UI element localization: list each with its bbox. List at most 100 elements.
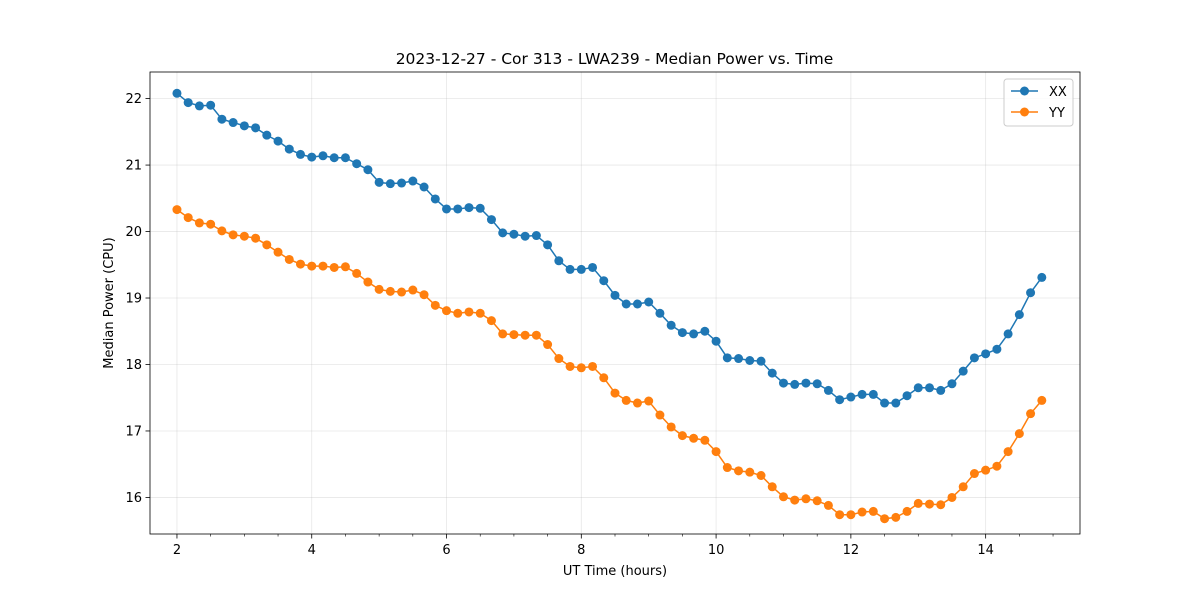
data-point-yy bbox=[183, 213, 193, 223]
data-point-yy bbox=[329, 262, 339, 272]
data-point-yy bbox=[644, 396, 654, 406]
y-axis-label: Median Power (CPU) bbox=[102, 237, 117, 368]
data-point-yy bbox=[284, 254, 294, 264]
data-point-xx bbox=[363, 165, 373, 175]
data-point-xx bbox=[183, 98, 193, 108]
data-point-xx bbox=[464, 203, 474, 213]
data-point-xx bbox=[1014, 310, 1024, 320]
data-point-xx bbox=[385, 179, 395, 189]
data-point-yy bbox=[801, 494, 811, 504]
data-point-yy bbox=[947, 492, 957, 502]
data-point-xx bbox=[868, 389, 878, 399]
data-point-yy bbox=[172, 205, 182, 215]
data-point-xx bbox=[711, 336, 721, 346]
data-point-yy bbox=[778, 492, 788, 502]
data-point-yy bbox=[363, 277, 373, 287]
data-point-yy bbox=[296, 259, 305, 269]
data-point-yy bbox=[621, 395, 631, 405]
data-point-xx bbox=[217, 114, 227, 124]
data-point-xx bbox=[936, 385, 946, 395]
data-point-yy bbox=[722, 463, 732, 473]
data-point-xx bbox=[531, 231, 541, 241]
data-point-yy bbox=[251, 233, 261, 243]
data-point-xx bbox=[722, 353, 732, 363]
y-tick-label: 22 bbox=[125, 92, 142, 107]
data-point-yy bbox=[442, 306, 452, 316]
data-point-yy bbox=[408, 285, 418, 295]
data-point-xx bbox=[194, 101, 204, 111]
data-point-xx bbox=[1026, 288, 1036, 298]
data-point-yy bbox=[1014, 429, 1024, 439]
legend-marker-xx bbox=[1020, 86, 1029, 96]
data-point-yy bbox=[958, 482, 968, 492]
data-point-xx bbox=[318, 151, 328, 161]
y-tick-label: 18 bbox=[125, 358, 142, 373]
series-layer bbox=[172, 88, 1047, 524]
data-point-yy bbox=[599, 373, 609, 383]
data-point-xx bbox=[812, 379, 822, 389]
y-tick-label: 20 bbox=[125, 225, 142, 240]
data-point-xx bbox=[374, 177, 384, 187]
data-point-yy bbox=[194, 218, 204, 228]
data-point-yy bbox=[677, 431, 687, 441]
data-point-xx bbox=[206, 100, 216, 110]
data-point-yy bbox=[756, 471, 766, 480]
data-point-yy bbox=[206, 219, 216, 229]
series-xx bbox=[172, 88, 1047, 408]
data-point-xx bbox=[846, 392, 856, 402]
data-point-xx bbox=[352, 159, 362, 169]
axis-ticks: 2 4 6 8 10 12 14 16 17 18 19 20 21 22 bbox=[125, 92, 1054, 558]
data-point-xx bbox=[408, 176, 418, 186]
data-point-yy bbox=[925, 499, 934, 509]
data-point-xx bbox=[565, 264, 575, 274]
data-point-xx bbox=[823, 385, 833, 395]
data-point-yy bbox=[711, 447, 721, 457]
data-point-yy bbox=[610, 388, 620, 398]
data-point-yy bbox=[588, 361, 598, 371]
data-point-yy bbox=[868, 506, 878, 516]
data-point-xx bbox=[666, 320, 676, 330]
data-point-xx bbox=[486, 215, 496, 225]
x-tick-label: 4 bbox=[308, 543, 316, 558]
data-point-xx bbox=[453, 204, 463, 214]
data-point-xx bbox=[790, 379, 800, 389]
data-point-xx bbox=[172, 88, 182, 98]
data-point-xx bbox=[947, 379, 957, 389]
data-point-yy bbox=[745, 467, 755, 477]
data-point-yy bbox=[430, 300, 440, 310]
data-point-xx bbox=[273, 136, 283, 146]
data-point-yy bbox=[689, 433, 699, 443]
data-point-xx bbox=[801, 378, 811, 388]
data-point-xx bbox=[632, 299, 642, 309]
data-point-yy bbox=[857, 507, 867, 517]
data-point-yy bbox=[397, 287, 407, 297]
x-tick-label: 14 bbox=[977, 543, 994, 558]
x-axis-label: UT Time (hours) bbox=[563, 564, 667, 579]
data-point-yy bbox=[419, 290, 429, 300]
data-point-xx bbox=[397, 178, 407, 188]
legend-marker-yy bbox=[1020, 107, 1029, 117]
data-point-xx bbox=[610, 290, 620, 300]
data-point-xx bbox=[857, 389, 867, 399]
data-point-xx bbox=[588, 262, 598, 272]
data-point-yy bbox=[374, 284, 384, 294]
data-point-yy bbox=[318, 261, 328, 271]
y-tick-label: 16 bbox=[125, 491, 142, 506]
data-point-xx bbox=[599, 276, 609, 286]
data-point-xx bbox=[239, 121, 249, 131]
data-point-xx bbox=[969, 353, 979, 363]
data-point-xx bbox=[902, 391, 912, 401]
data-point-yy bbox=[835, 510, 845, 520]
data-point-yy bbox=[790, 495, 800, 505]
legend-label-xx: XX bbox=[1049, 85, 1067, 100]
data-point-yy bbox=[576, 363, 586, 373]
data-point-xx bbox=[543, 240, 553, 250]
data-point-xx bbox=[992, 344, 1002, 354]
data-point-yy bbox=[543, 340, 553, 350]
data-point-yy bbox=[307, 261, 317, 271]
data-point-yy bbox=[700, 435, 710, 445]
data-point-yy bbox=[891, 512, 901, 522]
y-tick-label: 21 bbox=[125, 159, 142, 174]
